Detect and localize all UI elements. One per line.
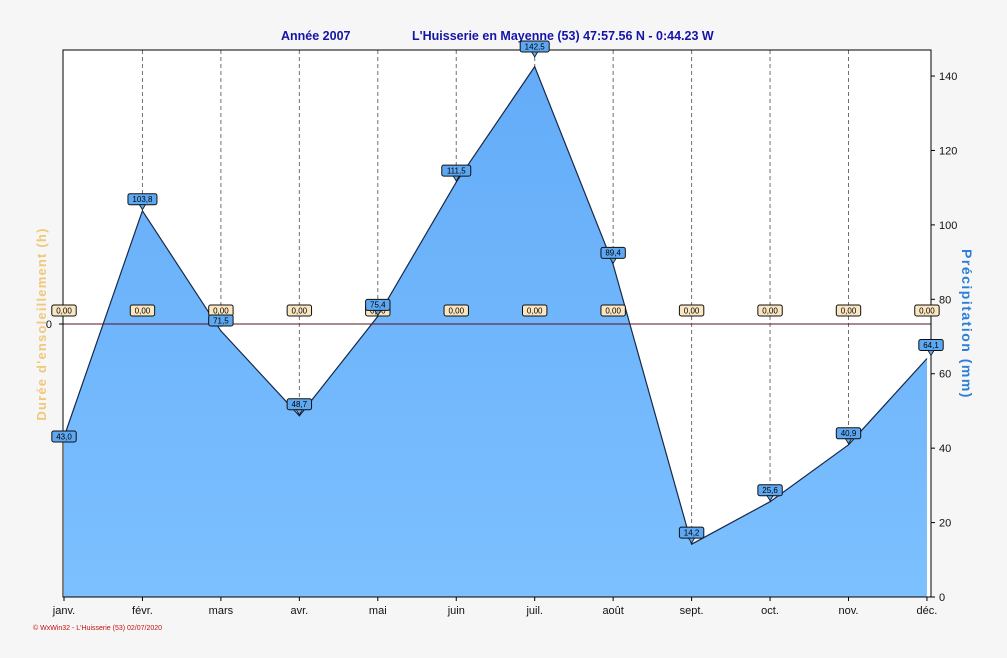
x-tick-label-1: févr.: [132, 605, 153, 617]
sunshine-label-9: 0,00: [757, 304, 783, 317]
precip-label-9: 25,6: [757, 484, 783, 502]
sunshine-label-6-box: [522, 304, 548, 317]
sunshine-label-8-box: [678, 304, 705, 317]
chart-title-year: Année 2007: [281, 29, 351, 43]
sunshine-label-3-box: [286, 304, 313, 317]
precip-label-3: 48,7: [286, 398, 313, 416]
x-tick-label-8: sept.: [680, 605, 704, 617]
sunshine-label-10: 0,00: [835, 304, 862, 317]
precip-label-7: 89,4: [600, 246, 626, 265]
sunshine-label-2: 0,00: [208, 304, 234, 317]
right-tick-label-3: 60: [939, 369, 951, 381]
footer-credit: © WxWin32 - L'Huisserie (53) 02/07/2020: [33, 624, 162, 632]
sunshine-label-9-box: [757, 304, 783, 317]
x-tick-label-7: août: [602, 605, 623, 617]
sunshine-label-3-text: 0,00: [292, 306, 308, 315]
right-tick-label-7: 140: [939, 71, 957, 83]
precip-label-5: 111,5: [441, 164, 472, 182]
precip-label-4-text: 75,4: [370, 301, 386, 310]
precip-label-11-text: 64,1: [923, 341, 939, 350]
precip-label-10-pointer: [844, 438, 853, 445]
precip-label-1: 103,8: [127, 193, 158, 211]
precip-label-5-pointer: [452, 175, 460, 182]
x-tick-label-3: avr.: [290, 605, 308, 617]
right-tick-label-1: 20: [939, 518, 951, 530]
sunshine-label-5-text: 0,00: [448, 306, 464, 315]
precip-label-8-pointer: [687, 537, 696, 544]
precip-label-2-text: 71,5: [213, 316, 229, 325]
sunshine-label-7-box: [600, 304, 626, 317]
sunshine-label-0-box: [51, 304, 77, 317]
sunshine-label-8-text: 0,00: [684, 306, 700, 315]
precip-label-0-text: 43,0: [56, 432, 72, 441]
precip-label-7-pointer: [609, 257, 617, 265]
sunshine-label-11-box: [914, 304, 940, 317]
precip-label-8-text: 14,2: [684, 528, 700, 537]
precip-label-0: 43,0: [51, 430, 77, 443]
sunshine-label-3: 0,00: [286, 304, 313, 317]
sunshine-label-5-box: [443, 304, 469, 317]
x-tick-label-5: juin: [447, 605, 465, 617]
precip-label-4: 75,4: [365, 298, 391, 317]
right-tick-label-2: 40: [939, 443, 951, 455]
sunshine-label-1-text: 0,00: [135, 306, 151, 315]
sunshine-label-5: 0,00: [443, 304, 469, 317]
precip-label-9-text: 25,6: [762, 486, 778, 495]
right-tick-label-0: 0: [939, 592, 945, 604]
precip-label-2-box: [208, 314, 234, 327]
left-axis-tick-0: 0: [46, 319, 52, 331]
sunshine-label-10-text: 0,00: [841, 306, 857, 315]
sunshine-label-2-text: 0,00: [213, 306, 229, 315]
sunshine-label-0-text: 0,00: [56, 306, 72, 315]
sunshine-label-10-box: [835, 304, 862, 317]
x-tick-label-10: nov.: [839, 605, 859, 617]
precip-label-10: 40,9: [835, 427, 862, 445]
precip-label-5-text: 111,5: [447, 166, 466, 175]
precip-label-11: 64,1: [918, 338, 944, 357]
precip-label-6-pointer: [530, 51, 539, 58]
left-axis-label: Durée d'ensoleillement (h): [34, 227, 49, 420]
x-tick-label-9: oct.: [761, 605, 779, 617]
precip-label-0-box: [51, 430, 77, 443]
sunshine-label-0: 0,00: [51, 304, 77, 317]
sunshine-label-1: 0,00: [129, 304, 156, 317]
x-tick-label-6: juil.: [525, 605, 543, 617]
x-tick-label-4: mai: [369, 605, 387, 617]
precipitation-line: [63, 65, 928, 546]
precip-label-6: 142,5: [519, 40, 550, 58]
sunshine-label-7: 0,00: [600, 304, 626, 317]
sunshine-label-6: 0,00: [522, 304, 548, 317]
precip-label-6-text: 142,5: [525, 42, 546, 51]
precip-label-3-text: 48,7: [292, 400, 308, 409]
precip-label-3-pointer: [295, 409, 304, 416]
sunshine-label-11-text: 0,00: [919, 306, 935, 315]
precip-label-9-pointer: [766, 495, 774, 502]
precip-label-8: 14,2: [678, 526, 705, 544]
right-axis-label: Précipitation (mm): [959, 249, 975, 399]
x-tick-label-11: déc.: [917, 605, 938, 617]
precip-label-2: 71,5: [208, 314, 234, 327]
x-tick-label-0: janv.: [52, 605, 75, 617]
precip-label-10-text: 40,9: [841, 429, 857, 438]
right-tick-label-5: 100: [939, 220, 957, 232]
right-tick-label-6: 120: [939, 145, 957, 157]
sunshine-label-7-text: 0,00: [605, 306, 621, 315]
sunshine-label-8: 0,00: [678, 304, 705, 317]
sunshine-label-11: 0,00: [914, 304, 940, 317]
chart-title-location: L'Huisserie en Mayenne (53) 47:57.56 N -…: [412, 29, 714, 43]
x-tick-label-2: mars: [209, 605, 234, 617]
right-tick-label-4: 80: [939, 294, 951, 306]
precip-label-7-text: 89,4: [605, 249, 621, 258]
sunshine-label-1-box: [129, 304, 156, 317]
precip-label-11-pointer: [927, 350, 935, 357]
precip-label-1-pointer: [138, 204, 147, 211]
sunshine-label-6-text: 0,00: [527, 306, 543, 315]
precip-label-1-text: 103,8: [132, 195, 153, 204]
precipitation-area: [64, 66, 927, 597]
sunshine-label-9-text: 0,00: [762, 306, 778, 315]
precip-label-4-pointer: [374, 310, 382, 317]
